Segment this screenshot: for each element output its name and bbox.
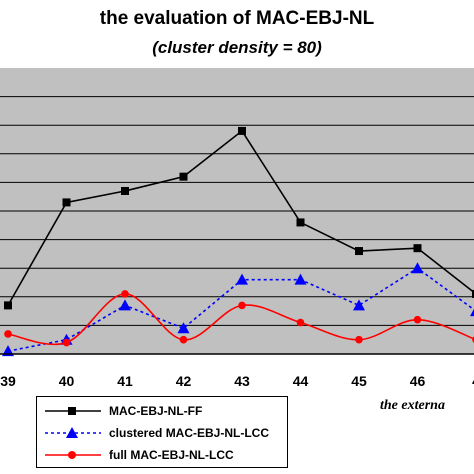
chart-subtitle: (cluster density = 80) bbox=[152, 38, 322, 57]
data-point bbox=[411, 262, 424, 274]
series-layer bbox=[2, 126, 474, 357]
x-tick-labels: 39 40 41 42 43 44 45 46 4 bbox=[0, 373, 474, 389]
data-point bbox=[470, 308, 474, 317]
data-point bbox=[355, 335, 363, 344]
series-1 bbox=[4, 126, 474, 310]
x-tick-label: 41 bbox=[117, 373, 133, 389]
data-point bbox=[177, 322, 190, 334]
gridlines bbox=[0, 96, 474, 326]
data-point bbox=[353, 299, 365, 311]
data-point bbox=[355, 247, 363, 256]
data-point bbox=[4, 301, 12, 310]
data-point bbox=[121, 186, 129, 195]
data-point bbox=[62, 338, 71, 347]
data-point bbox=[238, 126, 246, 135]
x-tick-label: 39 bbox=[0, 373, 16, 389]
x-axis-label: the externa bbox=[380, 398, 445, 413]
legend-label-clustered: clustered MAC-EBJ-NL-LCC bbox=[109, 426, 270, 440]
x-tick-label: 44 bbox=[293, 373, 309, 389]
data-point bbox=[413, 315, 422, 324]
legend-label-full: full MAC-EBJ-NL-LCC bbox=[109, 448, 234, 462]
legend-item-clustered: clustered MAC-EBJ-NL-LCC bbox=[37, 423, 287, 443]
data-point bbox=[121, 290, 129, 298]
data-point bbox=[119, 299, 131, 311]
series-3 bbox=[4, 290, 474, 347]
legend-item-full: full MAC-EBJ-NL-LCC bbox=[37, 445, 287, 465]
data-point bbox=[294, 273, 307, 285]
data-point bbox=[238, 301, 246, 310]
data-point bbox=[179, 335, 188, 344]
data-point bbox=[296, 318, 305, 327]
legend-item-ff: MAC-EBJ-NL-FF bbox=[37, 401, 287, 421]
x-tick-label: 42 bbox=[176, 373, 192, 389]
data-point bbox=[4, 330, 12, 338]
legend-label-ff: MAC-EBJ-NL-FF bbox=[109, 404, 203, 418]
x-tick-label: 45 bbox=[351, 373, 367, 389]
chart-title: the evaluation of MAC-EBJ-NL bbox=[99, 8, 375, 29]
data-point bbox=[236, 273, 248, 285]
legend-swatch-ff bbox=[45, 407, 101, 415]
data-point bbox=[179, 172, 188, 181]
x-tick-label: 4 bbox=[472, 373, 474, 389]
legend-swatch-full bbox=[45, 451, 101, 459]
x-tick-label: 46 bbox=[410, 373, 426, 389]
data-point bbox=[296, 218, 305, 227]
x-tick-label: 40 bbox=[59, 373, 75, 389]
data-point bbox=[472, 289, 474, 298]
legend: MAC-EBJ-NL-FF clustered MAC-EBJ-NL-LCC f… bbox=[36, 396, 288, 468]
legend-swatch-clustered bbox=[45, 427, 101, 438]
data-point bbox=[413, 244, 422, 253]
x-tick-label: 43 bbox=[234, 373, 250, 389]
data-point bbox=[62, 198, 71, 207]
